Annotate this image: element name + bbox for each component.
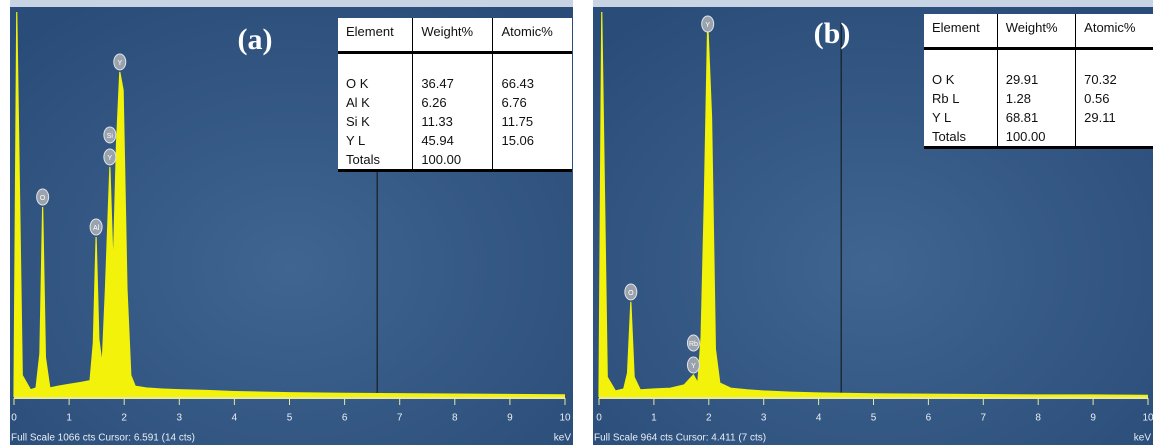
peak-marker-label: Al bbox=[93, 225, 100, 232]
x-tick-label: 10 bbox=[559, 413, 571, 424]
x-tick-label: 3 bbox=[761, 413, 767, 424]
table-cell: 1.28 bbox=[997, 89, 1075, 108]
x-tick-label: 0 bbox=[11, 413, 17, 424]
peak-marker-label: Y bbox=[117, 60, 122, 67]
x-tick-label: 2 bbox=[121, 413, 127, 424]
peak-marker-label: O bbox=[628, 290, 634, 297]
table-cell: 6.76 bbox=[493, 93, 572, 112]
table-cell: 70.32 bbox=[1076, 49, 1153, 90]
peak-marker-label: Y bbox=[705, 22, 710, 29]
x-tick-label: 4 bbox=[232, 413, 238, 424]
status-text: Full Scale 1066 cts Cursor: 6.591 (14 ct… bbox=[11, 433, 195, 444]
table-cell: 100.00 bbox=[997, 127, 1075, 146]
x-tick-label: 0 bbox=[596, 413, 602, 424]
x-tick-label: 7 bbox=[981, 413, 987, 424]
x-axis-label: keV bbox=[1134, 433, 1152, 444]
page: 012345678910keVFull Scale 1066 cts Curso… bbox=[0, 0, 1153, 445]
table-cell: 36.47 bbox=[413, 53, 493, 94]
x-tick-label: 6 bbox=[926, 413, 932, 424]
column-header: Element bbox=[338, 18, 413, 53]
x-tick-label: 5 bbox=[871, 413, 877, 424]
table-cell: 100.00 bbox=[413, 150, 493, 169]
table-cell: Y L bbox=[338, 131, 413, 150]
column-header: Element bbox=[924, 14, 997, 49]
table-cell: 11.75 bbox=[493, 112, 572, 131]
x-tick-label: 1 bbox=[66, 413, 72, 424]
column-header: Weight% bbox=[413, 18, 493, 53]
table-cell: Totals bbox=[924, 127, 997, 146]
table-cell: Rb L bbox=[924, 89, 997, 108]
peak-marker-label: Y bbox=[691, 363, 696, 370]
x-tick-label: 5 bbox=[287, 413, 293, 424]
table-cell: 29.11 bbox=[1076, 108, 1153, 127]
table-cell: 68.81 bbox=[997, 108, 1075, 127]
peak-marker-label: Si bbox=[107, 133, 114, 140]
x-tick-label: 2 bbox=[706, 413, 712, 424]
table-cell: 66.43 bbox=[493, 53, 572, 94]
peak-marker-label: Rb bbox=[689, 341, 698, 348]
table-cell: 11.33 bbox=[413, 112, 493, 131]
table-cell bbox=[1076, 127, 1153, 146]
table-cell: 0.56 bbox=[1076, 89, 1153, 108]
x-axis-label: keV bbox=[554, 433, 572, 444]
column-header: Weight% bbox=[997, 14, 1075, 49]
table-cell: O K bbox=[924, 49, 997, 90]
x-tick-label: 8 bbox=[452, 413, 458, 424]
table-cell: Si K bbox=[338, 112, 413, 131]
peak-marker-label: Y bbox=[108, 155, 113, 162]
table-cell: Al K bbox=[338, 93, 413, 112]
panel-label: (b) bbox=[814, 17, 851, 50]
table-cell: 6.26 bbox=[413, 93, 493, 112]
x-tick-label: 9 bbox=[1090, 413, 1096, 424]
table-cell: 29.91 bbox=[997, 49, 1075, 90]
x-tick-label: 3 bbox=[177, 413, 183, 424]
x-tick-label: 7 bbox=[397, 413, 403, 424]
table-cell: Y L bbox=[924, 108, 997, 127]
table-cell: 15.06 bbox=[493, 131, 572, 150]
table-cell: Totals bbox=[338, 150, 413, 169]
x-tick-label: 9 bbox=[507, 413, 513, 424]
x-tick-label: 10 bbox=[1142, 413, 1153, 424]
x-tick-label: 1 bbox=[651, 413, 657, 424]
column-header: Atomic% bbox=[1076, 14, 1153, 49]
table-cell: 45.94 bbox=[413, 131, 493, 150]
x-tick-label: 8 bbox=[1035, 413, 1041, 424]
x-tick-label: 6 bbox=[342, 413, 348, 424]
panel-top-strip bbox=[593, 0, 1153, 7]
panel-top-strip bbox=[10, 0, 573, 7]
table-cell bbox=[493, 150, 572, 169]
x-tick-label: 4 bbox=[816, 413, 822, 424]
peak-marker-label: O bbox=[40, 195, 46, 202]
panel-label: (a) bbox=[238, 23, 273, 56]
column-header: Atomic% bbox=[493, 18, 572, 53]
status-text: Full Scale 964 cts Cursor: 4.411 (7 cts) bbox=[594, 433, 766, 444]
table-cell: O K bbox=[338, 53, 413, 94]
